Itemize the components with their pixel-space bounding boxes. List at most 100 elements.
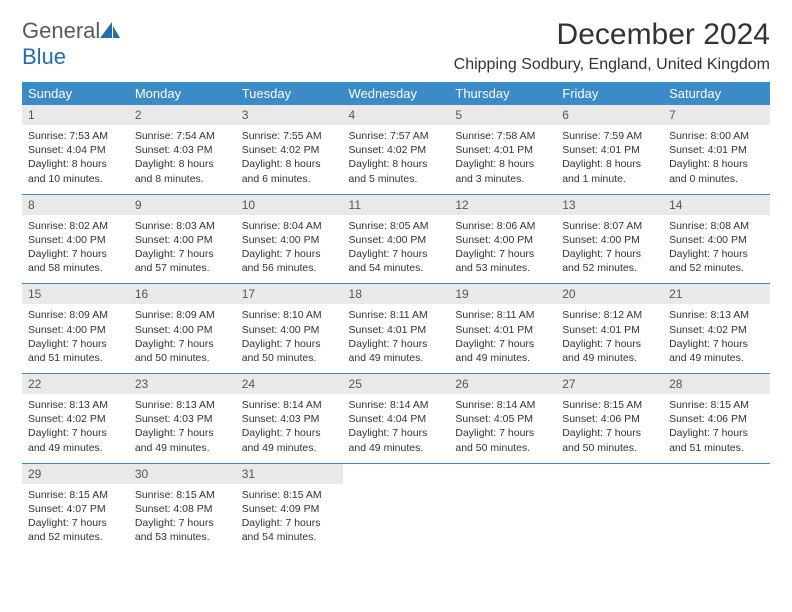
brand-sail-icon bbox=[100, 22, 120, 38]
day-details: Sunrise: 8:13 AMSunset: 4:02 PMDaylight:… bbox=[22, 394, 129, 463]
calendar-day-cell: 15Sunrise: 8:09 AMSunset: 4:00 PMDayligh… bbox=[22, 284, 129, 374]
calendar-day-cell: 12Sunrise: 8:06 AMSunset: 4:00 PMDayligh… bbox=[449, 194, 556, 284]
calendar-day-cell: 7Sunrise: 8:00 AMSunset: 4:01 PMDaylight… bbox=[663, 105, 770, 194]
day-details: Sunrise: 8:15 AMSunset: 4:06 PMDaylight:… bbox=[663, 394, 770, 463]
day-number: 3 bbox=[236, 105, 343, 125]
calendar-day-cell: 30Sunrise: 8:15 AMSunset: 4:08 PMDayligh… bbox=[129, 463, 236, 552]
day-number: 10 bbox=[236, 195, 343, 215]
sunset-text: Sunset: 4:06 PM bbox=[562, 412, 657, 426]
sunset-text: Sunset: 4:02 PM bbox=[242, 143, 337, 157]
daylight-line2: and 3 minutes. bbox=[455, 172, 550, 186]
calendar-day-cell: 25Sunrise: 8:14 AMSunset: 4:04 PMDayligh… bbox=[343, 374, 450, 464]
daylight-line1: Daylight: 8 hours bbox=[669, 157, 764, 171]
daylight-line2: and 50 minutes. bbox=[455, 441, 550, 455]
sunrise-text: Sunrise: 8:13 AM bbox=[135, 398, 230, 412]
sunset-text: Sunset: 4:02 PM bbox=[28, 412, 123, 426]
day-details: Sunrise: 8:13 AMSunset: 4:02 PMDaylight:… bbox=[663, 304, 770, 373]
dow-thursday: Thursday bbox=[449, 82, 556, 105]
sunrise-text: Sunrise: 8:13 AM bbox=[28, 398, 123, 412]
day-number: 21 bbox=[663, 284, 770, 304]
daylight-line1: Daylight: 7 hours bbox=[455, 337, 550, 351]
sunrise-text: Sunrise: 8:14 AM bbox=[349, 398, 444, 412]
calendar-day-cell: 19Sunrise: 8:11 AMSunset: 4:01 PMDayligh… bbox=[449, 284, 556, 374]
sunset-text: Sunset: 4:08 PM bbox=[135, 502, 230, 516]
day-details: Sunrise: 7:57 AMSunset: 4:02 PMDaylight:… bbox=[343, 125, 450, 194]
sunset-text: Sunset: 4:00 PM bbox=[455, 233, 550, 247]
day-number: 4 bbox=[343, 105, 450, 125]
daylight-line2: and 50 minutes. bbox=[242, 351, 337, 365]
calendar-day-cell: 14Sunrise: 8:08 AMSunset: 4:00 PMDayligh… bbox=[663, 194, 770, 284]
sunset-text: Sunset: 4:03 PM bbox=[135, 412, 230, 426]
sunset-text: Sunset: 4:00 PM bbox=[349, 233, 444, 247]
sunset-text: Sunset: 4:09 PM bbox=[242, 502, 337, 516]
day-number: 17 bbox=[236, 284, 343, 304]
day-number: 1 bbox=[22, 105, 129, 125]
day-details: Sunrise: 7:58 AMSunset: 4:01 PMDaylight:… bbox=[449, 125, 556, 194]
daylight-line2: and 49 minutes. bbox=[242, 441, 337, 455]
calendar-day-cell bbox=[343, 463, 450, 552]
daylight-line1: Daylight: 7 hours bbox=[135, 247, 230, 261]
daylight-line1: Daylight: 7 hours bbox=[135, 337, 230, 351]
daylight-line1: Daylight: 7 hours bbox=[349, 426, 444, 440]
day-number: 7 bbox=[663, 105, 770, 125]
daylight-line1: Daylight: 7 hours bbox=[28, 426, 123, 440]
daylight-line1: Daylight: 7 hours bbox=[135, 516, 230, 530]
sunset-text: Sunset: 4:01 PM bbox=[562, 323, 657, 337]
sunrise-text: Sunrise: 8:11 AM bbox=[455, 308, 550, 322]
dow-monday: Monday bbox=[129, 82, 236, 105]
daylight-line1: Daylight: 7 hours bbox=[135, 426, 230, 440]
calendar-day-cell: 28Sunrise: 8:15 AMSunset: 4:06 PMDayligh… bbox=[663, 374, 770, 464]
daylight-line1: Daylight: 7 hours bbox=[28, 337, 123, 351]
sunrise-text: Sunrise: 8:08 AM bbox=[669, 219, 764, 233]
calendar-day-cell: 4Sunrise: 7:57 AMSunset: 4:02 PMDaylight… bbox=[343, 105, 450, 194]
sunrise-text: Sunrise: 7:58 AM bbox=[455, 129, 550, 143]
day-number: 25 bbox=[343, 374, 450, 394]
dow-wednesday: Wednesday bbox=[343, 82, 450, 105]
sunset-text: Sunset: 4:03 PM bbox=[135, 143, 230, 157]
day-details: Sunrise: 8:00 AMSunset: 4:01 PMDaylight:… bbox=[663, 125, 770, 194]
daylight-line2: and 49 minutes. bbox=[349, 441, 444, 455]
day-details: Sunrise: 7:59 AMSunset: 4:01 PMDaylight:… bbox=[556, 125, 663, 194]
daylight-line1: Daylight: 7 hours bbox=[562, 247, 657, 261]
sunrise-text: Sunrise: 8:00 AM bbox=[669, 129, 764, 143]
brand-text-blue: Blue bbox=[22, 44, 120, 70]
sunrise-text: Sunrise: 8:03 AM bbox=[135, 219, 230, 233]
sunset-text: Sunset: 4:07 PM bbox=[28, 502, 123, 516]
day-details: Sunrise: 7:54 AMSunset: 4:03 PMDaylight:… bbox=[129, 125, 236, 194]
daylight-line2: and 49 minutes. bbox=[28, 441, 123, 455]
page-header: General Blue December 2024 Chipping Sodb… bbox=[22, 18, 770, 74]
sunrise-text: Sunrise: 8:14 AM bbox=[455, 398, 550, 412]
sunset-text: Sunset: 4:02 PM bbox=[669, 323, 764, 337]
daylight-line1: Daylight: 7 hours bbox=[28, 516, 123, 530]
day-number: 15 bbox=[22, 284, 129, 304]
day-details: Sunrise: 8:14 AMSunset: 4:04 PMDaylight:… bbox=[343, 394, 450, 463]
day-number: 16 bbox=[129, 284, 236, 304]
sunset-text: Sunset: 4:00 PM bbox=[242, 323, 337, 337]
daylight-line2: and 52 minutes. bbox=[669, 261, 764, 275]
day-number: 19 bbox=[449, 284, 556, 304]
day-number: 9 bbox=[129, 195, 236, 215]
daylight-line1: Daylight: 7 hours bbox=[455, 247, 550, 261]
sunrise-text: Sunrise: 8:05 AM bbox=[349, 219, 444, 233]
day-number: 28 bbox=[663, 374, 770, 394]
calendar-day-cell: 31Sunrise: 8:15 AMSunset: 4:09 PMDayligh… bbox=[236, 463, 343, 552]
sunrise-text: Sunrise: 8:06 AM bbox=[455, 219, 550, 233]
sunrise-text: Sunrise: 8:15 AM bbox=[28, 488, 123, 502]
daylight-line1: Daylight: 8 hours bbox=[562, 157, 657, 171]
day-number: 14 bbox=[663, 195, 770, 215]
day-details: Sunrise: 8:10 AMSunset: 4:00 PMDaylight:… bbox=[236, 304, 343, 373]
sunrise-text: Sunrise: 8:09 AM bbox=[135, 308, 230, 322]
calendar-day-cell: 3Sunrise: 7:55 AMSunset: 4:02 PMDaylight… bbox=[236, 105, 343, 194]
daylight-line2: and 56 minutes. bbox=[242, 261, 337, 275]
location-subtitle: Chipping Sodbury, England, United Kingdo… bbox=[454, 56, 770, 74]
daylight-line2: and 5 minutes. bbox=[349, 172, 444, 186]
daylight-line2: and 49 minutes. bbox=[669, 351, 764, 365]
sunset-text: Sunset: 4:00 PM bbox=[242, 233, 337, 247]
calendar-day-cell: 29Sunrise: 8:15 AMSunset: 4:07 PMDayligh… bbox=[22, 463, 129, 552]
daylight-line2: and 50 minutes. bbox=[135, 351, 230, 365]
day-details: Sunrise: 8:09 AMSunset: 4:00 PMDaylight:… bbox=[22, 304, 129, 373]
daylight-line2: and 53 minutes. bbox=[135, 530, 230, 544]
calendar-table: Sunday Monday Tuesday Wednesday Thursday… bbox=[22, 82, 770, 552]
sunrise-text: Sunrise: 8:09 AM bbox=[28, 308, 123, 322]
daylight-line2: and 53 minutes. bbox=[455, 261, 550, 275]
